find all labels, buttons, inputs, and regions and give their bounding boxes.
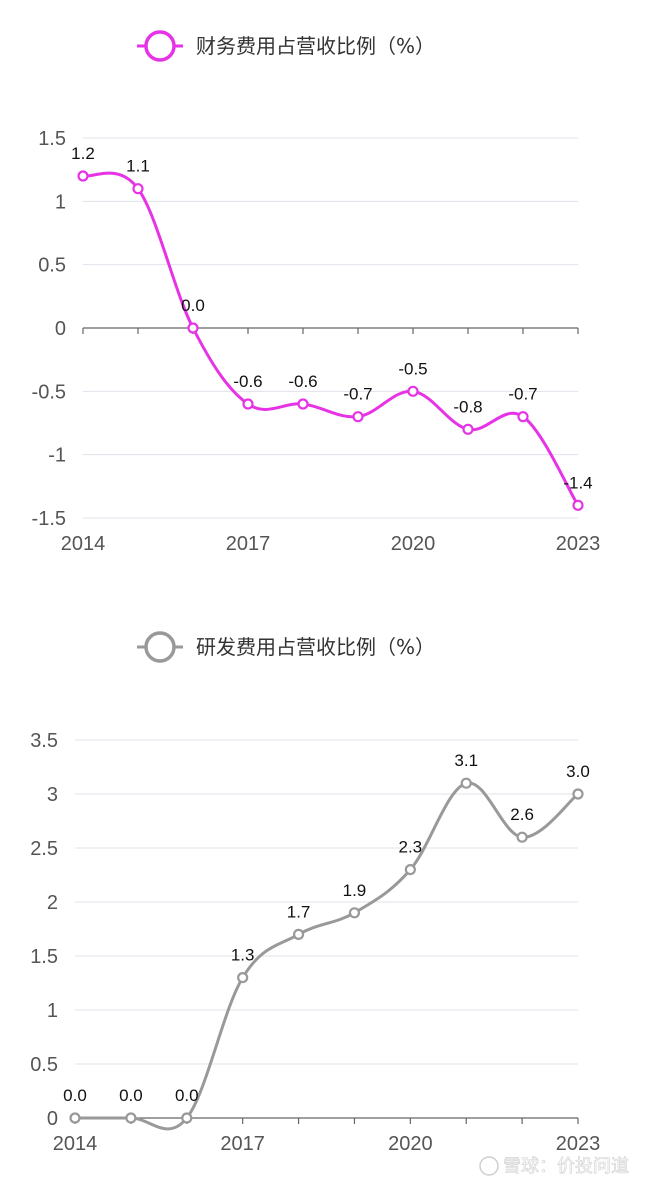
y-tick-label: 0.5 (38, 255, 66, 277)
y-tick-label: 3 (47, 784, 58, 806)
data-label: 0.0 (63, 1086, 87, 1105)
data-label: -0.8 (453, 397, 482, 416)
data-point (242, 398, 254, 410)
x-tick-label: 2023 (556, 533, 601, 555)
data-point (352, 411, 364, 423)
data-point (292, 928, 305, 941)
x-tick-label: 2017 (226, 533, 271, 555)
legend-label: 财务费用占营收比例（%） (196, 34, 435, 58)
watermark-text: 雪球：价投问道 (503, 1156, 629, 1177)
y-tick-label: -0.5 (32, 381, 66, 403)
data-point (77, 170, 89, 182)
data-point (572, 788, 584, 800)
data-label: -0.7 (508, 385, 537, 404)
x-tick-label: 2020 (388, 1133, 433, 1155)
legend: 研发费用占营收比例（%） (137, 631, 435, 663)
y-tick-label: 2 (47, 892, 58, 914)
y-tick-label: -1 (48, 445, 66, 467)
data-label: 3.0 (566, 762, 590, 781)
y-tick-label: -1.5 (32, 508, 66, 530)
watermark-logo-icon (479, 1156, 499, 1176)
y-tick-label: 0.5 (30, 1054, 58, 1076)
data-point (125, 1112, 137, 1124)
data-point (462, 423, 474, 435)
rnd-expense-chart: 研发费用占营收比例（%） 3.5 3 2.5 2 1.5 1 0.5 0 2014 2017 2020… (30, 631, 601, 1155)
series-line (74, 781, 579, 1131)
data-label: -0.7 (343, 385, 372, 404)
x-tick-label: 2020 (391, 533, 436, 555)
data-label: 1.9 (343, 881, 367, 900)
data-point (187, 322, 199, 334)
y-tick-label: 0 (47, 1108, 58, 1130)
data-point (132, 183, 144, 195)
y-tick-label: 1.5 (30, 946, 58, 968)
legend-circle-icon (144, 631, 176, 663)
data-label: -0.6 (233, 372, 262, 391)
x-tick-label: 2023 (556, 1133, 601, 1155)
data-label: 0.0 (181, 296, 205, 315)
data-point (516, 831, 528, 843)
x-tick-label: 2017 (220, 1133, 265, 1155)
data-point (572, 499, 584, 511)
data-label: -0.6 (288, 372, 317, 391)
y-tick-label: 1 (47, 1000, 58, 1022)
data-label: -0.5 (398, 359, 427, 378)
data-label: 1.1 (126, 157, 150, 176)
y-tick-label: 3.5 (30, 730, 58, 752)
finance-expense-chart: 财务费用占营收比例（%） 1.5 1 0.5 0 -0.5 -1 -1.5 2014 2017 20… (32, 30, 601, 555)
data-label: 2.6 (510, 805, 534, 824)
y-tick-label: 1 (55, 191, 66, 213)
data-point (404, 863, 416, 876)
data-point (407, 385, 419, 397)
y-tick-label: 1.5 (38, 128, 66, 150)
data-point (517, 411, 529, 423)
data-label: -1.4 (563, 473, 592, 492)
data-label: 1.2 (71, 144, 95, 163)
data-point (237, 971, 249, 984)
x-tick-label: 2014 (53, 1133, 98, 1155)
x-tick-label: 2014 (61, 533, 106, 555)
watermark: 雪球：价投问道 (479, 1156, 629, 1177)
series-line (82, 171, 580, 507)
data-label: 1.3 (231, 946, 255, 965)
legend: 财务费用占营收比例（%） (137, 30, 435, 62)
y-tick-label: 2.5 (30, 838, 58, 860)
legend-label: 研发费用占营收比例（%） (196, 635, 435, 659)
data-point (181, 1112, 193, 1124)
data-point (297, 398, 309, 410)
data-point (348, 907, 361, 919)
data-label: 1.7 (287, 902, 311, 921)
data-label: 0.0 (175, 1086, 199, 1105)
data-point (69, 1112, 81, 1124)
data-label: 2.3 (399, 838, 423, 857)
y-tick-label: 0 (55, 318, 66, 340)
data-label: 3.1 (454, 751, 478, 770)
data-point (460, 777, 472, 789)
legend-circle-icon (144, 30, 176, 62)
data-label: 0.0 (119, 1086, 143, 1105)
